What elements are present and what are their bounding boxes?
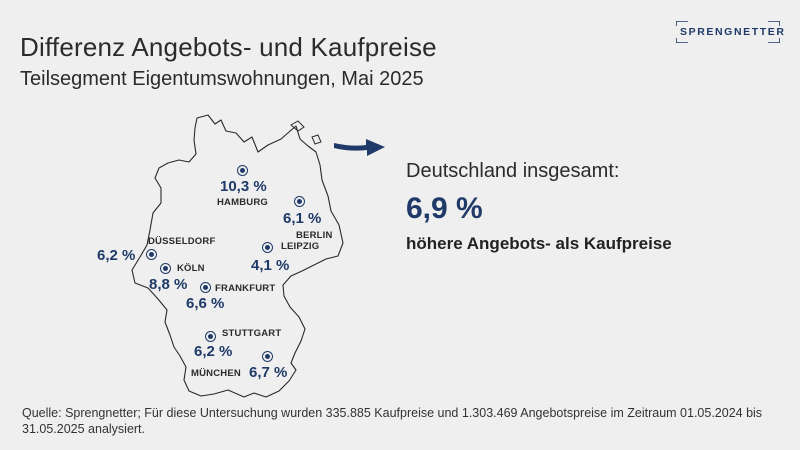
hamburg-marker-icon <box>237 165 248 176</box>
arrow-right-icon <box>334 139 385 156</box>
hamburg-label: HAMBURG <box>217 197 269 208</box>
duesseldorf-label: DÜSSELDORF <box>148 236 216 247</box>
muenchen-marker-icon <box>262 351 273 362</box>
koeln-marker-icon <box>160 263 171 274</box>
summary-text: höhere Angebots- als Kaufpreise <box>406 234 672 253</box>
stuttgart-label: STUTTGART <box>222 328 282 339</box>
muenchen-value: 6,7 % <box>249 364 288 381</box>
hamburg-value: 10,3 % <box>220 178 267 195</box>
page-subtitle: Teilsegment Eigentumswohnungen, Mai 2025 <box>20 68 424 90</box>
leipzig-marker-icon <box>262 242 273 253</box>
germany-outline <box>131 114 344 398</box>
page-title: Differenz Angebots- und Kaufpreise <box>20 32 437 62</box>
frankfurt-value: 6,6 % <box>186 295 225 312</box>
island-outline <box>290 120 305 132</box>
berlin-value: 6,1 % <box>283 210 322 227</box>
logo-text: SPRENGNETTER <box>680 26 786 38</box>
source-note: Quelle: Sprengnetter; Für diese Untersuc… <box>22 406 763 436</box>
brand-logo: SPRENGNETTER <box>676 21 784 43</box>
berlin-label: BERLIN <box>296 230 333 241</box>
duesseldorf-value: 6,2 % <box>97 247 136 264</box>
koeln-label: KÖLN <box>177 263 205 274</box>
leipzig-label: LEIPZIG <box>281 241 320 252</box>
frankfurt-label: FRANKFURT <box>215 283 276 294</box>
duesseldorf-marker-icon <box>146 249 157 260</box>
island-outline <box>311 134 322 145</box>
koeln-value: 8,8 % <box>149 276 188 293</box>
stuttgart-marker-icon <box>205 331 216 342</box>
leipzig-value: 4,1 % <box>251 257 290 274</box>
summary-value: 6,9 % <box>406 192 483 225</box>
stuttgart-value: 6,2 % <box>194 343 233 360</box>
frankfurt-marker-icon <box>200 282 211 293</box>
berlin-marker-icon <box>294 196 305 207</box>
muenchen-label: MÜNCHEN <box>191 368 241 379</box>
summary-label: Deutschland insgesamt: <box>406 160 620 182</box>
